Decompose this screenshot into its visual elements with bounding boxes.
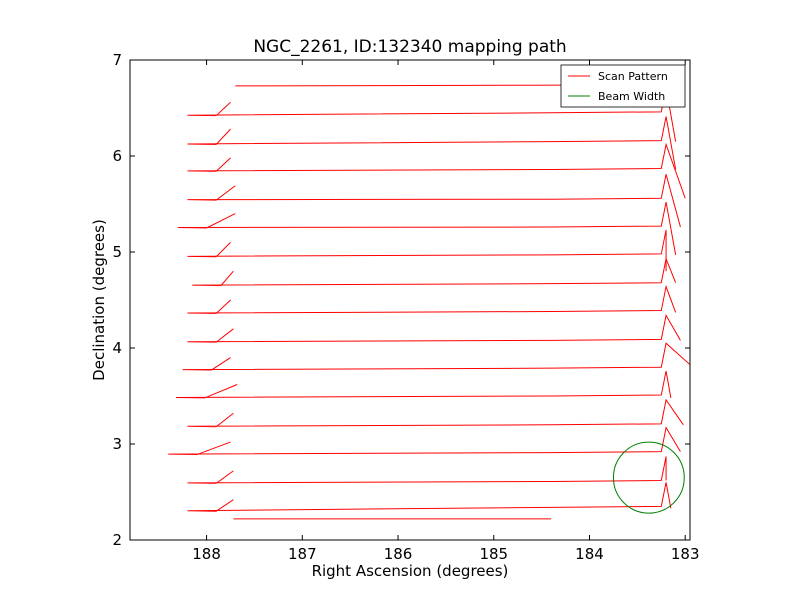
scan-row <box>187 116 677 170</box>
x-axis: 188 187 186 185 184 183 <box>192 60 700 563</box>
legend-label-beam-width: Beam Width <box>598 90 665 103</box>
legend-label-scan-pattern: Scan Pattern <box>598 70 668 83</box>
y-axis-label: Declination (degrees) <box>90 219 108 381</box>
chart-title: NGC_2261, ID:132340 mapping path <box>253 37 566 57</box>
x-tick-label: 185 <box>479 545 508 563</box>
y-tick-label: 3 <box>112 435 122 453</box>
scan-row <box>187 456 667 484</box>
x-tick-label: 183 <box>671 545 700 563</box>
y-axis: 2 3 4 5 6 7 <box>112 51 690 549</box>
y-tick-label: 2 <box>112 531 122 549</box>
beam-width-circle <box>612 441 685 514</box>
y-tick-label: 4 <box>112 339 122 357</box>
scan-row <box>187 482 672 512</box>
plot-area <box>168 84 690 520</box>
x-tick-label: 186 <box>384 545 413 563</box>
scan-row <box>175 370 672 399</box>
scan-row <box>187 174 681 228</box>
scan-row <box>192 256 677 287</box>
scan-row <box>187 142 686 199</box>
x-axis-label: Right Ascension (degrees) <box>312 562 509 580</box>
x-tick-label: 187 <box>288 545 317 563</box>
scan-row <box>187 229 667 272</box>
legend: Scan Pattern Beam Width <box>560 64 686 108</box>
scan-row <box>187 284 677 314</box>
scan-row <box>177 201 677 255</box>
x-tick-label: 188 <box>192 545 221 563</box>
scan-row <box>187 398 684 428</box>
y-tick-label: 7 <box>112 51 122 69</box>
y-tick-label: 6 <box>112 147 122 165</box>
legend-box <box>560 64 686 108</box>
plot-frame <box>129 59 691 541</box>
scan-row <box>168 426 681 456</box>
x-tick-label: 184 <box>575 545 604 563</box>
y-tick-label: 5 <box>112 243 122 261</box>
scan-row <box>187 313 681 343</box>
scan-row <box>182 342 690 371</box>
